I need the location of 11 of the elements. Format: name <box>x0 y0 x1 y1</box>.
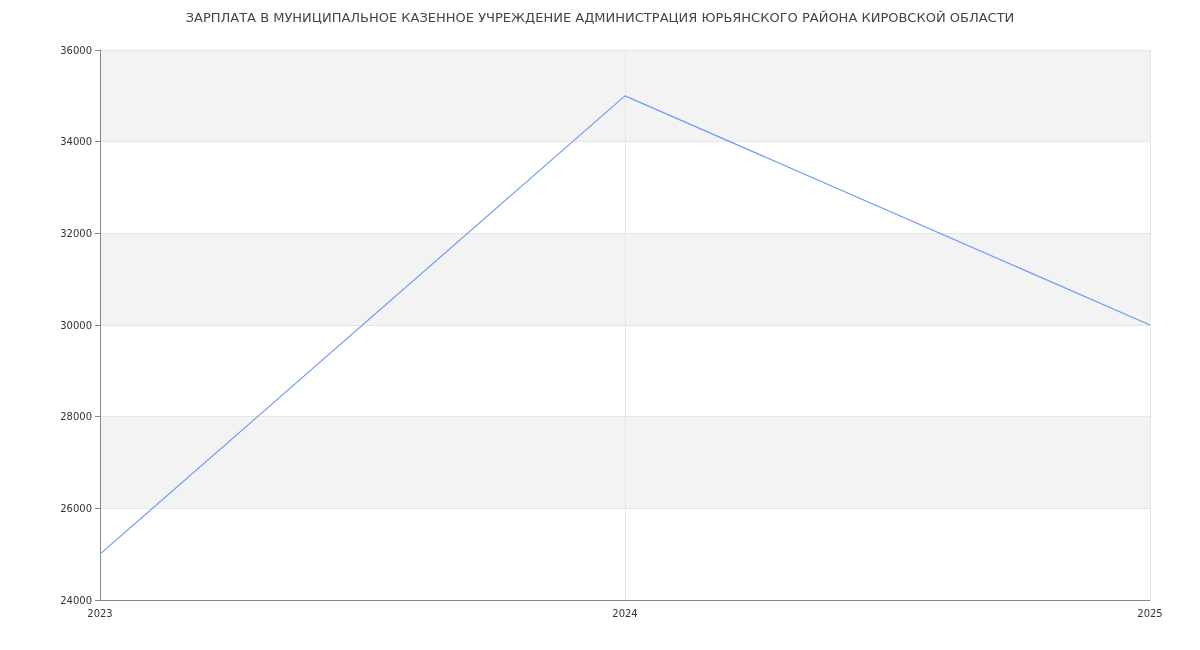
y-tick-label: 28000 <box>60 411 92 423</box>
x-tick-label: 2023 <box>87 607 113 619</box>
y-tick-label: 34000 <box>60 136 92 148</box>
chart-title: ЗАРПЛАТА В МУНИЦИПАЛЬНОЕ КАЗЕННОЕ УЧРЕЖДЕНИЕ АДМИНИСТРАЦИЯ ЮРЬЯНСКОГО РАЙОНА КИРОВСКОЙ ОБЛАСТИ <box>185 10 1015 25</box>
y-tick-label: 30000 <box>60 319 92 331</box>
y-tick-label: 32000 <box>60 227 92 239</box>
x-tick-label: 2025 <box>1137 607 1163 619</box>
y-tick-label: 24000 <box>60 594 92 606</box>
x-tick-label: 2024 <box>612 607 638 619</box>
y-tick-label: 36000 <box>60 44 92 56</box>
y-tick-label: 26000 <box>60 502 92 514</box>
